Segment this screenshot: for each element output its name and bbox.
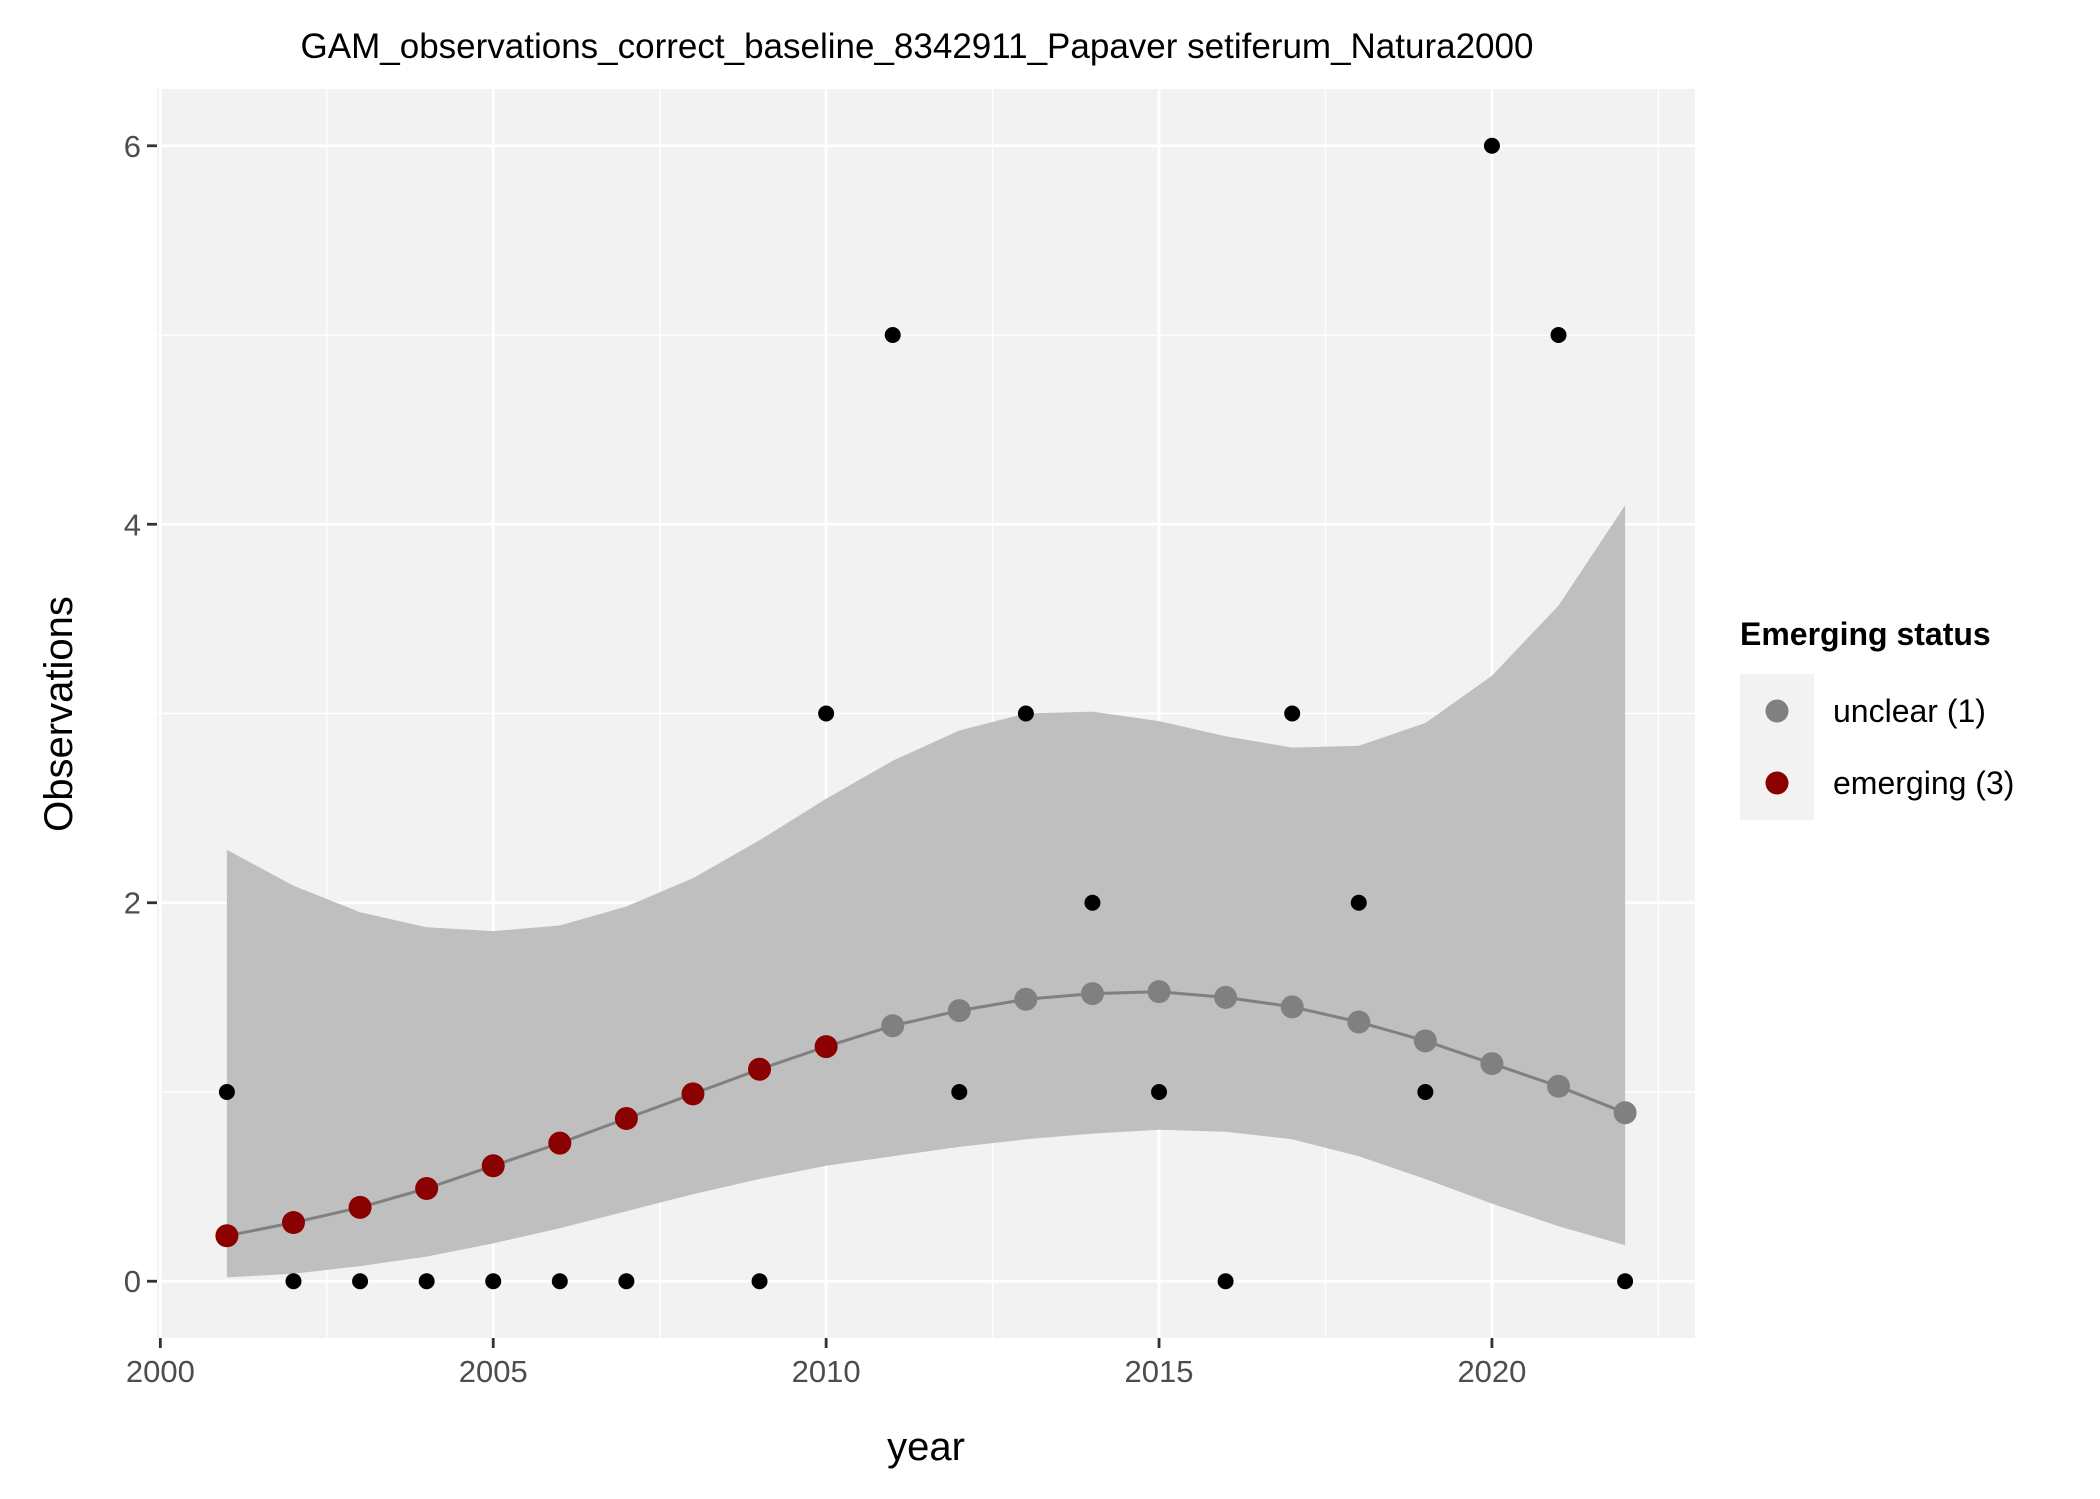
x-tick-label: 2015 bbox=[1125, 1354, 1194, 1389]
legend-key-background bbox=[1740, 674, 1814, 820]
fit-line bbox=[226, 990, 1626, 1238]
fit-point-emerging bbox=[281, 1211, 305, 1235]
fit-point-unclear bbox=[1014, 987, 1038, 1011]
fit-point-emerging bbox=[748, 1057, 772, 1081]
observation-point bbox=[1217, 1273, 1234, 1290]
legend-label-emerging: emerging (3) bbox=[1833, 765, 2014, 801]
fit-point-emerging bbox=[215, 1224, 239, 1248]
observation-point bbox=[1417, 1083, 1434, 1100]
fit-point-unclear bbox=[1214, 985, 1238, 1009]
observation-point bbox=[1550, 327, 1567, 344]
x-tick-label: 2020 bbox=[1457, 1354, 1526, 1389]
x-axis-title: year bbox=[887, 1425, 965, 1469]
observation-point bbox=[951, 1083, 968, 1100]
observation-point bbox=[1483, 137, 1500, 154]
observation-point bbox=[818, 705, 835, 722]
fit-point-emerging bbox=[614, 1106, 638, 1130]
observation-point bbox=[485, 1273, 502, 1290]
observation-point bbox=[751, 1273, 768, 1290]
x-tick-label: 2010 bbox=[792, 1354, 861, 1389]
y-axis-title: Observations bbox=[37, 596, 81, 832]
legend: Emerging status unclear (1) emerging (3) bbox=[1740, 616, 2014, 820]
observation-point bbox=[1350, 894, 1367, 911]
legend-key-emerging bbox=[1765, 771, 1789, 795]
observation-point bbox=[1151, 1083, 1168, 1100]
plot-panel bbox=[157, 89, 1695, 1338]
fit-point-unclear bbox=[1280, 995, 1304, 1019]
observation-point bbox=[1084, 894, 1101, 911]
fit-point-emerging bbox=[415, 1176, 439, 1200]
x-tick-label: 2005 bbox=[459, 1354, 528, 1389]
observation-point bbox=[1617, 1273, 1634, 1290]
legend-key-unclear bbox=[1765, 699, 1789, 723]
fit-point-unclear bbox=[1147, 980, 1171, 1004]
observation-points-layer bbox=[218, 137, 1634, 1290]
observation-point bbox=[285, 1273, 302, 1290]
legend-items: unclear (1) emerging (3) bbox=[1740, 674, 2014, 820]
fit-point-emerging bbox=[681, 1082, 705, 1106]
observation-point bbox=[418, 1273, 435, 1290]
fit-point-unclear bbox=[1480, 1052, 1504, 1076]
y-tick-label: 4 bbox=[124, 507, 141, 542]
fit-line-layer bbox=[226, 990, 1626, 1238]
observation-point bbox=[1284, 705, 1301, 722]
chart-title: GAM_observations_correct_baseline_834291… bbox=[301, 27, 1534, 66]
fit-point-emerging bbox=[548, 1131, 572, 1155]
confidence-band-layer bbox=[226, 505, 1626, 1278]
legend-title: Emerging status bbox=[1740, 616, 1991, 652]
x-axis: 2000 2005 2010 2015 2020 bbox=[126, 1338, 1526, 1389]
fit-point-unclear bbox=[947, 999, 971, 1023]
observation-point bbox=[618, 1273, 635, 1290]
fit-point-emerging bbox=[481, 1154, 505, 1178]
observation-point bbox=[551, 1273, 568, 1290]
confidence-band bbox=[226, 505, 1626, 1278]
fit-point-unclear bbox=[1413, 1029, 1437, 1053]
observation-point bbox=[884, 327, 901, 344]
y-tick-label: 6 bbox=[124, 129, 141, 164]
fit-points-layer bbox=[215, 980, 1637, 1248]
legend-label-unclear: unclear (1) bbox=[1833, 693, 1986, 729]
observation-point bbox=[1017, 705, 1034, 722]
y-tick-label: 0 bbox=[124, 1264, 141, 1299]
fit-point-unclear bbox=[1347, 1010, 1371, 1034]
y-tick-label: 2 bbox=[124, 886, 141, 921]
observation-point bbox=[218, 1083, 235, 1100]
observation-point bbox=[352, 1273, 369, 1290]
fit-point-unclear bbox=[1547, 1074, 1571, 1098]
fit-point-emerging bbox=[814, 1035, 838, 1059]
y-axis: 0 2 4 6 bbox=[124, 129, 157, 1299]
x-tick-label: 2000 bbox=[126, 1354, 195, 1389]
fit-point-unclear bbox=[881, 1014, 905, 1038]
fit-point-emerging bbox=[348, 1195, 372, 1219]
fit-point-unclear bbox=[1080, 982, 1104, 1006]
fit-point-unclear bbox=[1613, 1101, 1637, 1125]
